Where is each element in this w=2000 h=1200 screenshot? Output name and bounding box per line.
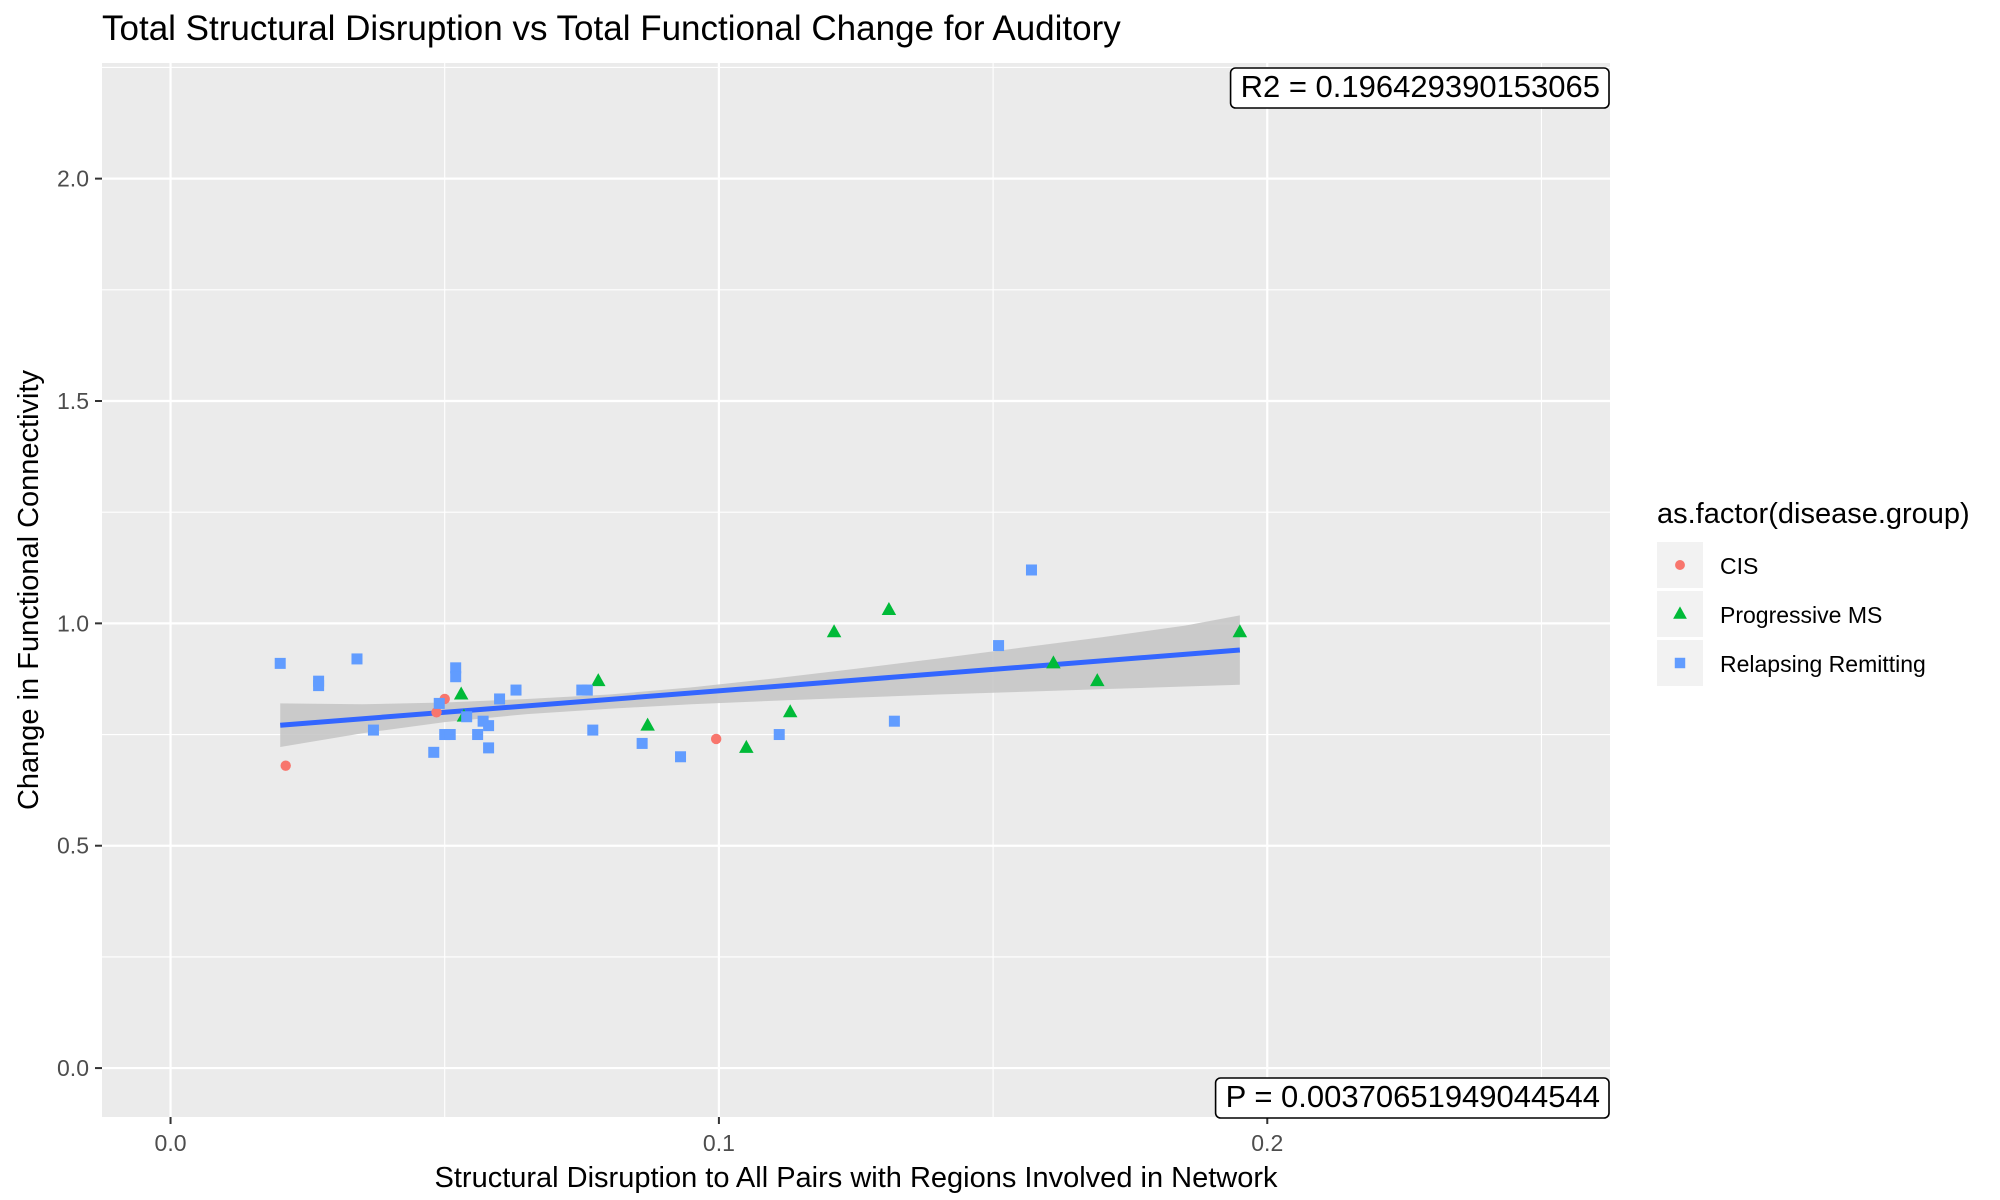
annotation-p-value: P = 0.00370651949044544 (1214, 1077, 1610, 1119)
x-axis-title: Structural Disruption to All Pairs with … (435, 1162, 1278, 1194)
confidence-band-layer (280, 615, 1240, 747)
x-tick-label: 0.1 (703, 1130, 735, 1156)
point-progressive-ms (1232, 624, 1248, 638)
y-tick-label: 0.0 (57, 1055, 89, 1081)
point-relapsing-remitting (472, 729, 484, 741)
legend-label: Relapsing Remitting (1720, 651, 1926, 677)
annotations: R2 = 0.196429390153065 P = 0.003706519490… (1214, 67, 1610, 1119)
point-relapsing-remitting (483, 742, 495, 754)
point-progressive-ms (453, 686, 469, 700)
y-tick-label: 1.5 (57, 388, 89, 414)
annotation-r2: R2 = 0.196429390153065 (1229, 67, 1610, 109)
legend-item-progressive-ms: Progressive MS (1657, 591, 1882, 637)
point-relapsing-remitting (428, 746, 440, 758)
legend-label: Progressive MS (1720, 602, 1882, 628)
annotation-label: P = 0.00370651949044544 (1226, 1079, 1600, 1114)
point-progressive-ms (881, 601, 897, 615)
point-relapsing-remitting (433, 697, 445, 709)
point-progressive-ms (782, 704, 798, 718)
x-tick-label: 0.0 (155, 1130, 187, 1156)
chart-title: Total Structural Disruption vs Total Fun… (102, 9, 1121, 48)
y-tick-label: 1.0 (57, 610, 89, 636)
point-relapsing-remitting (450, 671, 462, 683)
y-tick-label: 2.0 (57, 166, 89, 192)
annotation-box (1229, 67, 1610, 109)
point-progressive-ms (1090, 673, 1105, 687)
point-relapsing-remitting (581, 684, 593, 696)
legend-title: as.factor(disease.group) (1657, 498, 1970, 530)
point-relapsing-remitting (444, 729, 456, 741)
point-relapsing-remitting (773, 729, 785, 741)
point-progressive-ms (640, 717, 655, 731)
point-relapsing-remitting (494, 693, 506, 705)
point-progressive-ms (1046, 655, 1061, 669)
point-relapsing-remitting (993, 640, 1005, 652)
y-tick-label: 0.5 (57, 833, 89, 859)
point-relapsing-remitting (367, 724, 379, 736)
point-relapsing-remitting (587, 724, 599, 736)
legend-item-relapsing-remitting: Relapsing Remitting (1657, 640, 1926, 686)
point-relapsing-remitting (675, 751, 687, 763)
grid-lines (102, 63, 1610, 1117)
legend-symbol-cis (1675, 560, 1685, 570)
legend-symbol-relapsing-remitting (1674, 657, 1686, 669)
point-progressive-ms (739, 739, 754, 753)
point-relapsing-remitting (450, 662, 462, 674)
point-relapsing-remitting (274, 657, 286, 669)
legend-label: CIS (1720, 553, 1758, 579)
data-points (274, 564, 1248, 771)
point-progressive-ms (591, 673, 606, 687)
point-relapsing-remitting (1025, 564, 1037, 576)
legend-item-cis: CIS (1657, 542, 1758, 588)
y-axis-title: Change in Functional Connectivity (13, 369, 45, 810)
point-cis (431, 707, 442, 718)
point-relapsing-remitting (313, 680, 325, 692)
annotation-label: R2 = 0.196429390153065 (1241, 69, 1600, 104)
axes: 0.0 0.1 0.2 0.0 0.5 1.0 1.5 2.0 (57, 166, 1283, 1156)
plot-panel (102, 63, 1610, 1117)
annotation-box (1214, 1077, 1610, 1119)
point-progressive-ms (826, 624, 842, 638)
legend: as.factor(disease.group) CIS Progressive … (1657, 498, 1970, 686)
confidence-band (280, 615, 1240, 747)
point-cis (280, 760, 291, 771)
point-relapsing-remitting (483, 720, 495, 732)
legend-symbol-progressive-ms (1673, 606, 1687, 619)
point-relapsing-remitting (510, 684, 522, 696)
point-relapsing-remitting (636, 737, 648, 749)
point-cis (710, 733, 722, 745)
point-relapsing-remitting (888, 715, 900, 727)
x-tick-label: 0.2 (1251, 1130, 1283, 1156)
point-relapsing-remitting (351, 653, 363, 665)
point-relapsing-remitting (461, 711, 473, 723)
